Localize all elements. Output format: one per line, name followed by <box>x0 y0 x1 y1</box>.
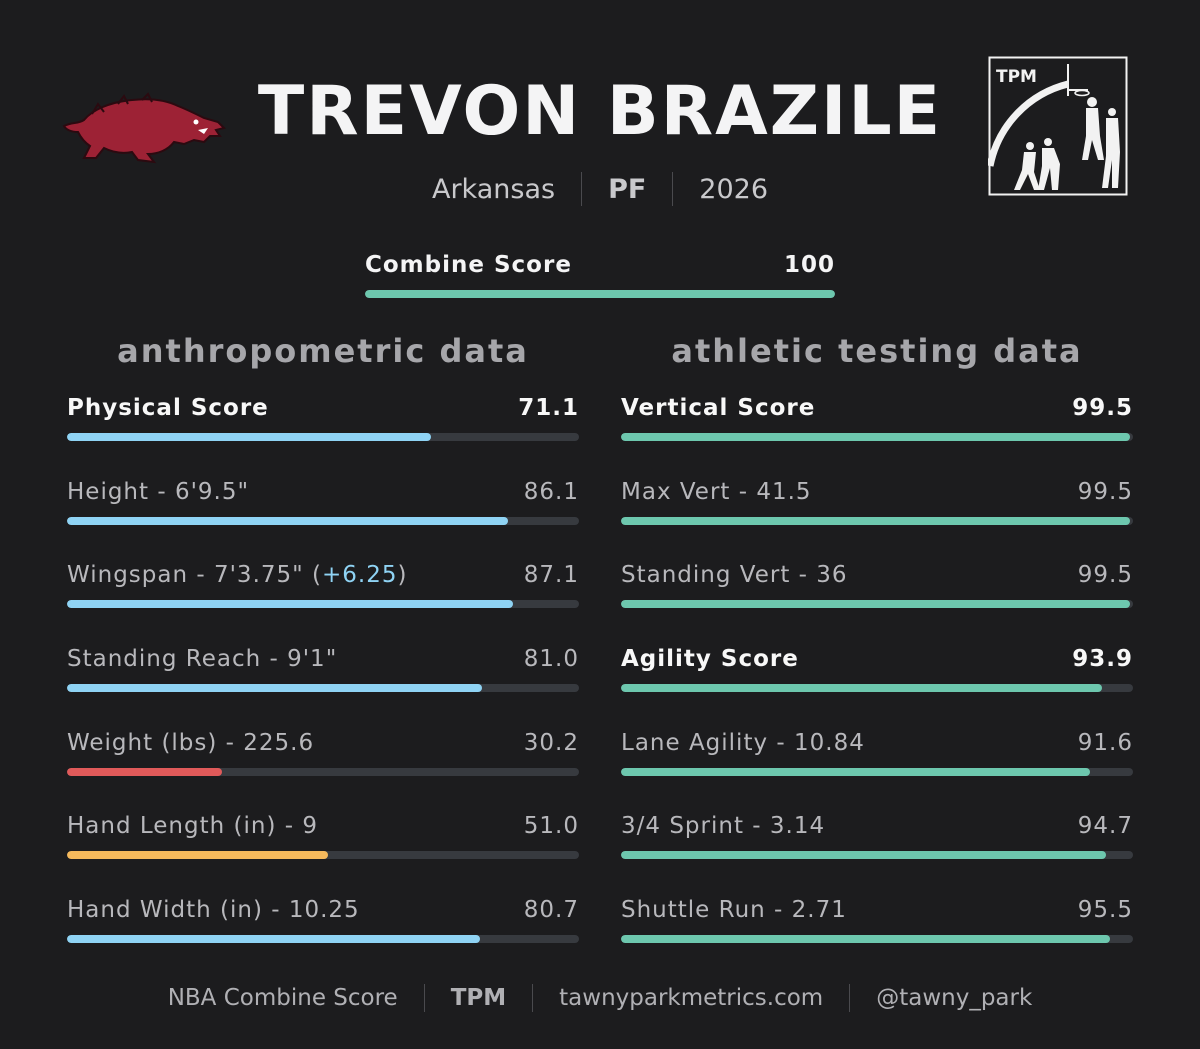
metric-row: 3/4 Sprint - 3.14 94.7 <box>621 813 1133 897</box>
anthropometric-title: anthropometric data <box>117 332 529 370</box>
metric-bar <box>621 516 1133 525</box>
razorback-hog-icon <box>62 92 226 164</box>
metric-label: Height - 6'9.5" <box>67 478 250 505</box>
metric-value: 80.7 <box>523 897 579 924</box>
metric-row: Hand Width (in) - 10.25 80.7 <box>67 897 579 981</box>
wingspan-diff: +6.25 <box>322 562 398 589</box>
metric-bar <box>621 851 1133 860</box>
metric-label: Weight (lbs) - 225.6 <box>67 729 315 756</box>
metric-row: Standing Vert - 36 99.5 <box>621 562 1133 646</box>
combine-score-bar <box>365 290 835 298</box>
metric-label: Standing Reach - 9'1" <box>67 646 338 673</box>
metric-bar-fill <box>67 767 222 776</box>
metric-bar <box>621 433 1133 441</box>
metric-bar <box>67 600 579 609</box>
metric-bar-fill <box>67 600 513 609</box>
metric-bar <box>67 433 579 441</box>
metric-row: Height - 6'9.5" 86.1 <box>67 479 579 563</box>
footer-site-link[interactable]: tawnyparkmetrics.com <box>559 985 824 1011</box>
divider <box>532 984 534 1012</box>
metric-row: Wingspan - 7'3.75" (+6.25) 87.1 <box>67 562 579 646</box>
metric-bar <box>621 600 1133 609</box>
metric-label: Hand Length (in) - 9 <box>67 813 318 840</box>
metric-label: Agility Score <box>621 646 799 673</box>
metric-value: 86.1 <box>523 478 579 505</box>
tpm-logo-text: TPM <box>996 67 1037 87</box>
metric-label: Standing Vert - 36 <box>621 562 848 589</box>
metric-row: Physical Score 71.1 <box>67 395 579 479</box>
metric-label: Physical Score <box>67 395 269 421</box>
metric-label: Hand Width (in) - 10.25 <box>67 897 360 924</box>
footer: NBA Combine Score TPM tawnyparkmetrics.c… <box>0 984 1200 1012</box>
metric-value: 99.5 <box>1072 395 1133 421</box>
player-name: TREVON BRAZILE <box>257 72 943 151</box>
combine-score-label: Combine Score <box>365 252 572 278</box>
metric-bar-fill <box>67 433 432 441</box>
divider <box>581 172 583 206</box>
metric-row: Shuttle Run - 2.71 95.5 <box>621 897 1133 981</box>
metric-bar-fill <box>621 684 1102 693</box>
metric-bar <box>67 684 579 693</box>
metric-value: 30.2 <box>523 729 579 756</box>
athletic-title: athletic testing data <box>671 332 1083 370</box>
metric-bar <box>67 767 579 776</box>
metric-row: Hand Length (in) - 9 51.0 <box>67 813 579 897</box>
metric-value: 71.1 <box>518 395 579 421</box>
player-school: Arkansas <box>431 173 556 205</box>
metric-row: Standing Reach - 9'1" 81.0 <box>67 646 579 730</box>
footer-handle-link[interactable]: @tawny_park <box>876 985 1033 1011</box>
metric-bar-fill <box>621 433 1131 441</box>
metric-row: Max Vert - 41.5 99.5 <box>621 479 1133 563</box>
metric-bar <box>621 767 1133 776</box>
metric-label: Max Vert - 41.5 <box>621 478 812 505</box>
metric-value: 95.5 <box>1077 897 1133 924</box>
metric-bar <box>621 684 1133 693</box>
divider <box>849 984 851 1012</box>
metric-bar-fill <box>621 767 1090 776</box>
metric-bar-fill <box>67 851 329 860</box>
anthropometric-list: Physical Score 71.1 Height - 6'9.5" 86.1 Win… <box>67 395 579 981</box>
metric-value: 94.7 <box>1077 813 1133 840</box>
athletic-list: Vertical Score 99.5 Max Vert - 41.5 99.5 Sta… <box>621 395 1133 981</box>
metric-bar <box>67 935 579 944</box>
metric-bar <box>67 851 579 860</box>
metric-bar-fill <box>621 851 1106 860</box>
metric-bar-fill <box>621 516 1131 525</box>
metric-bar-fill <box>67 684 482 693</box>
player-year: 2026 <box>699 173 769 205</box>
metric-row: Lane Agility - 10.84 91.6 <box>621 730 1133 814</box>
metric-value: 87.1 <box>523 562 579 589</box>
metric-label: Lane Agility - 10.84 <box>621 729 865 756</box>
metric-label: Vertical Score <box>621 395 816 421</box>
metric-bar-fill <box>67 516 508 525</box>
metric-label: Wingspan - 7'3.75" (+6.25) <box>67 562 408 589</box>
metric-value: 99.5 <box>1077 562 1133 589</box>
metric-bar-fill <box>621 600 1131 609</box>
player-position: PF <box>608 173 647 205</box>
tpm-logo-icon: TPM <box>988 56 1128 196</box>
metric-bar-fill <box>67 935 481 944</box>
metric-value: 99.5 <box>1077 478 1133 505</box>
divider <box>423 984 425 1012</box>
metric-value: 81.0 <box>523 646 579 673</box>
footer-label: NBA Combine Score <box>167 985 398 1011</box>
metric-row: Vertical Score 99.5 <box>621 395 1133 479</box>
metric-row: Weight (lbs) - 225.6 30.2 <box>67 730 579 814</box>
player-info: Arkansas PF 2026 <box>0 172 1200 206</box>
combine-score-value: 100 <box>783 252 835 278</box>
metric-value: 93.9 <box>1072 646 1133 673</box>
metric-row: Agility Score 93.9 <box>621 646 1133 730</box>
metric-bar <box>621 935 1133 944</box>
metric-value: 91.6 <box>1077 729 1133 756</box>
metric-bar <box>67 516 579 525</box>
divider <box>672 172 674 206</box>
combine-score-bar-fill <box>365 290 835 298</box>
metric-bar-fill <box>621 935 1110 944</box>
combine-score: Combine Score 100 <box>365 252 835 298</box>
footer-brand: TPM <box>450 985 507 1011</box>
metric-label: Shuttle Run - 2.71 <box>621 897 847 924</box>
metric-value: 51.0 <box>523 813 579 840</box>
metric-label: 3/4 Sprint - 3.14 <box>621 813 826 840</box>
